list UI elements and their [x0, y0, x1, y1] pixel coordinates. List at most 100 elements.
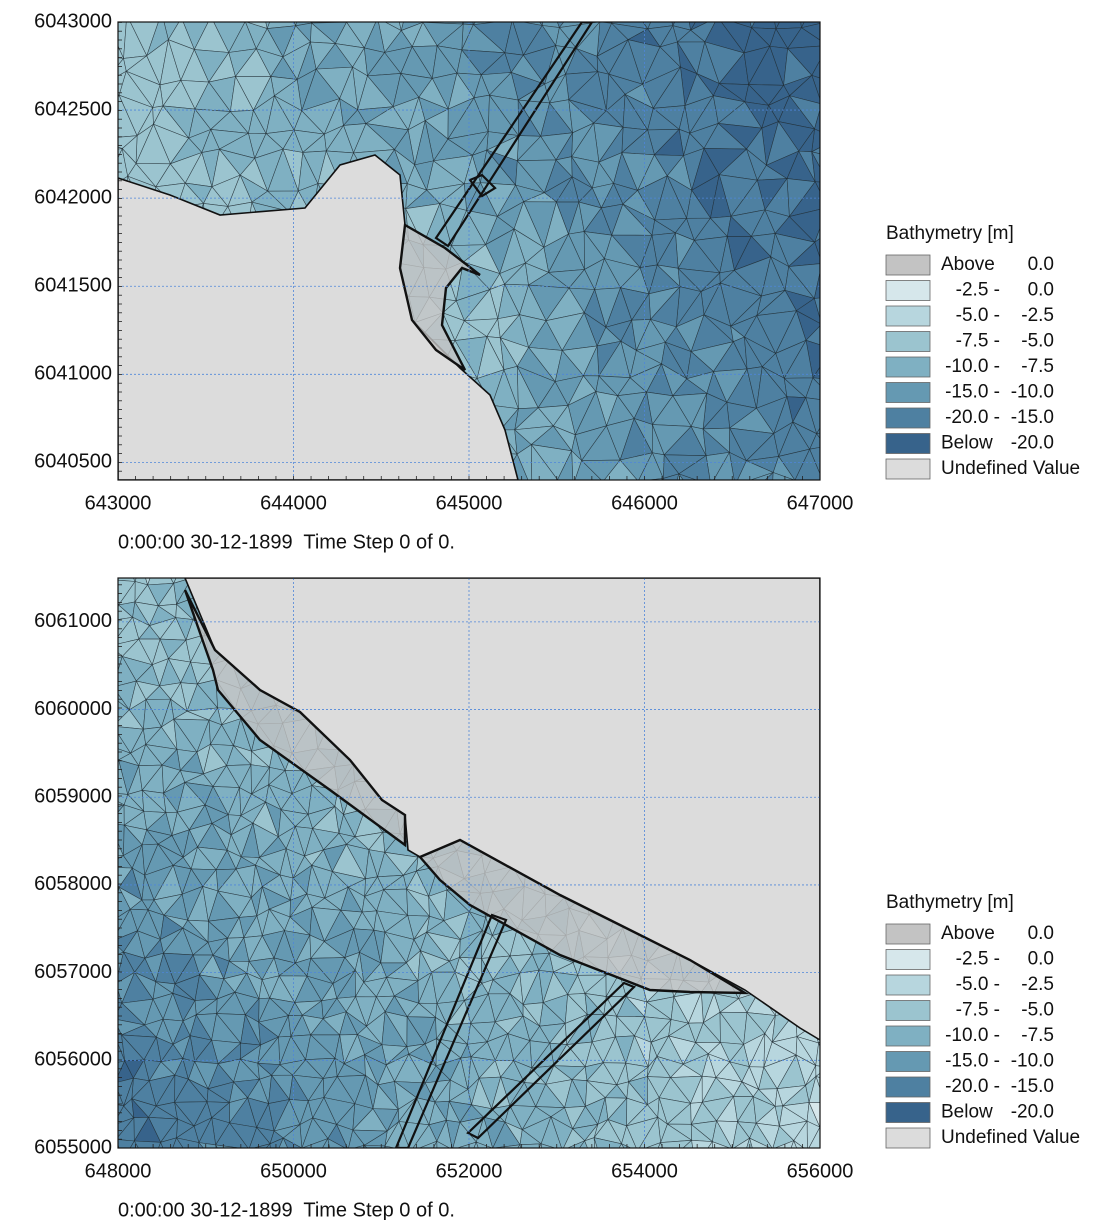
mesh-element — [844, 657, 862, 678]
mesh-element — [177, 1138, 199, 1168]
mesh-element — [828, 183, 849, 208]
mesh-element — [829, 974, 848, 1000]
mesh-element — [848, 949, 864, 974]
mesh-element — [627, 551, 650, 575]
mesh-element — [148, 556, 174, 585]
mesh-element — [648, 0, 673, 29]
mesh-element — [89, 139, 123, 151]
mesh-element — [746, 1160, 766, 1193]
legend-label: -10.0 - — [945, 1025, 1000, 1046]
y-tick-label: 6060000 — [34, 698, 112, 720]
mesh-element — [101, 580, 119, 605]
mesh-element — [841, 296, 861, 322]
mesh-element — [648, 559, 666, 572]
mesh-element — [819, 687, 844, 705]
legend-swatch — [886, 306, 930, 326]
mesh-element — [334, 1150, 359, 1172]
mesh-element — [849, 937, 864, 951]
mesh-element — [91, 940, 112, 959]
legend-upper: 0.0 — [1028, 949, 1054, 970]
mesh-element — [567, 1165, 595, 1189]
mesh-element — [834, 657, 860, 687]
y-tick-label: 6043000 — [34, 10, 112, 32]
caption: 0:00:00 30-12-1899 Time Step 0 of 0. — [118, 531, 455, 553]
legend-swatch — [886, 281, 930, 301]
mesh-element — [825, 1100, 856, 1126]
mesh-element — [839, 750, 864, 773]
x-tick-label: 645000 — [436, 492, 503, 514]
mesh-element — [585, 1138, 596, 1168]
mesh-element — [586, 1168, 598, 1191]
mesh-element — [557, 480, 573, 505]
mesh-element — [830, 231, 864, 266]
mesh-area — [89, 0, 870, 517]
mesh-element — [181, 1, 210, 18]
mesh-element — [93, 724, 114, 746]
legend-label: -15.0 - — [945, 382, 1000, 403]
mesh-element — [843, 1056, 864, 1085]
mesh-element — [776, 0, 802, 29]
mesh-element — [415, 476, 437, 514]
mesh-element — [688, 1167, 713, 1188]
mesh-element — [369, 1162, 387, 1192]
mesh-element — [817, 402, 851, 434]
legend-upper: -20.0 — [1011, 1102, 1054, 1123]
mesh-element — [836, 135, 866, 162]
mesh-element — [96, 663, 114, 687]
mesh-element — [823, 829, 839, 848]
mesh-element — [822, 897, 847, 916]
mesh-element — [843, 615, 862, 643]
legend-upper: -15.0 — [1011, 407, 1054, 428]
mesh-element — [824, 604, 844, 621]
mesh-element — [820, 1103, 838, 1127]
mesh-element — [196, 1167, 219, 1182]
x-tick-label: 643000 — [85, 492, 152, 514]
mesh-element — [636, 564, 650, 576]
y-tick-label: 6061000 — [34, 610, 112, 632]
legend-swatch — [886, 975, 930, 995]
legend-label: -2.5 - — [956, 949, 1000, 970]
mesh-element — [518, 489, 532, 508]
mesh-element — [500, 1162, 520, 1182]
mesh-element — [820, 983, 844, 1003]
mesh-element — [166, 1, 203, 18]
mesh-element — [416, 550, 440, 574]
mesh-element — [163, 479, 192, 505]
mesh-element — [838, 1100, 869, 1126]
mesh-element — [502, 0, 516, 20]
mesh-element — [507, 1162, 528, 1182]
mesh-element — [397, 1163, 425, 1185]
mesh-element — [832, 19, 851, 57]
mesh-element — [829, 867, 853, 900]
mesh-element — [168, 1160, 196, 1182]
mesh-element — [151, 1160, 168, 1184]
mesh-element — [231, 0, 259, 22]
mesh-element — [359, 1162, 379, 1184]
legend-label: Above — [941, 923, 995, 944]
x-tick-label: 646000 — [611, 492, 678, 514]
legend-upper: -7.5 — [1021, 356, 1054, 377]
mesh-element — [825, 867, 844, 897]
mesh-element — [820, 936, 849, 955]
mesh-element — [504, 477, 532, 503]
mesh-element — [839, 265, 861, 299]
mesh-element — [816, 1066, 828, 1077]
mesh-element — [825, 848, 844, 875]
y-tick-label: 6042000 — [34, 186, 112, 208]
mesh-element — [825, 740, 839, 772]
mesh-element — [837, 1019, 846, 1043]
legend-upper: -2.5 — [1021, 305, 1054, 326]
mesh-element — [409, 550, 420, 574]
mesh-element — [829, 897, 853, 916]
mesh-element — [379, 1162, 397, 1192]
y-tick-label: 6041000 — [34, 363, 112, 385]
mesh-element — [91, 920, 113, 940]
legend-swatch — [886, 1001, 930, 1021]
legend-upper: -20.0 — [1011, 433, 1054, 454]
legend-upper: -10.0 — [1011, 382, 1054, 403]
mesh-element — [544, 1163, 567, 1188]
mesh-element — [162, 2, 182, 18]
mesh-element — [826, 726, 858, 750]
legend-upper: -2.5 — [1021, 974, 1054, 995]
mesh-element — [815, 551, 831, 574]
